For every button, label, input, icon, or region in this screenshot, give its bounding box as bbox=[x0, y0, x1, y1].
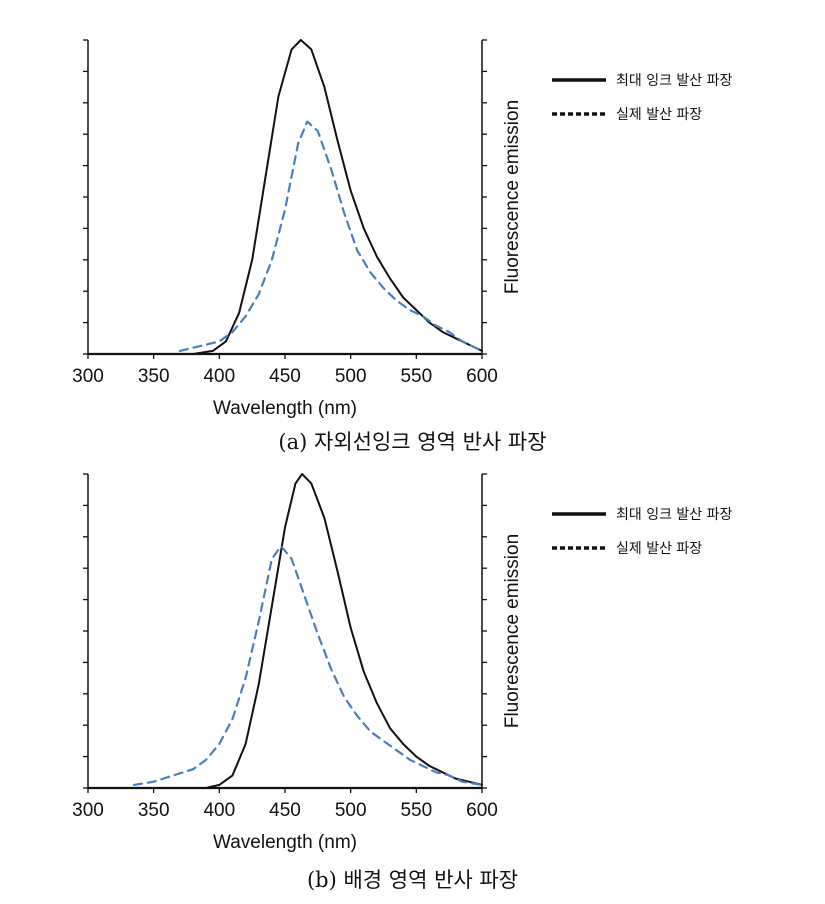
chart-panel-b: 300 350 400 450 500 550 600 Wavelength (nm) Fluo… bbox=[72, 473, 733, 853]
legend-label: 실제 발산 파장 bbox=[616, 107, 702, 123]
chart-panel-a: 300 350 400 450 500 550 600 Wavelength (nm) Fluo… bbox=[72, 39, 733, 419]
x-tick-label: 300 bbox=[72, 800, 104, 821]
x-tick-label: 600 bbox=[466, 366, 498, 387]
legend-label: 실제 발산 파장 bbox=[616, 541, 702, 557]
x-tick-label: 400 bbox=[203, 800, 235, 821]
x-axis-title: Wavelength (nm) bbox=[213, 398, 357, 419]
x-tick-label: 450 bbox=[269, 366, 301, 387]
series-line-max-ink-emission bbox=[87, 39, 483, 355]
legend-label: 최대 잉크 발산 파장 bbox=[616, 507, 733, 523]
x-tick-label: 500 bbox=[335, 366, 367, 387]
caption-panel-a: (a) 자외선잉크 영역 반사 파장 bbox=[278, 430, 547, 454]
x-tick-label: 550 bbox=[400, 366, 432, 387]
series-line-actual-emission bbox=[178, 120, 484, 352]
x-tick-label: 550 bbox=[400, 800, 432, 821]
x-tick-label: 350 bbox=[138, 366, 170, 387]
y-axis-title: Fluorescence emission bbox=[502, 534, 523, 728]
x-tick-label: 400 bbox=[203, 366, 235, 387]
x-tick-label: 350 bbox=[138, 800, 170, 821]
x-tick-label: 500 bbox=[335, 800, 367, 821]
x-tick-label: 300 bbox=[72, 366, 104, 387]
x-tick-label: 450 bbox=[269, 800, 301, 821]
series-line-actual-emission bbox=[132, 545, 484, 786]
legend-label: 최대 잉크 발산 파장 bbox=[616, 73, 733, 89]
y-axis-title: Fluorescence emission bbox=[502, 100, 523, 294]
x-tick-label: 600 bbox=[466, 800, 498, 821]
x-axis-title: Wavelength (nm) bbox=[213, 832, 357, 853]
series-line-max-ink-emission bbox=[87, 473, 483, 789]
caption-panel-b: (b) 배경 영역 반사 파장 bbox=[306, 868, 519, 892]
